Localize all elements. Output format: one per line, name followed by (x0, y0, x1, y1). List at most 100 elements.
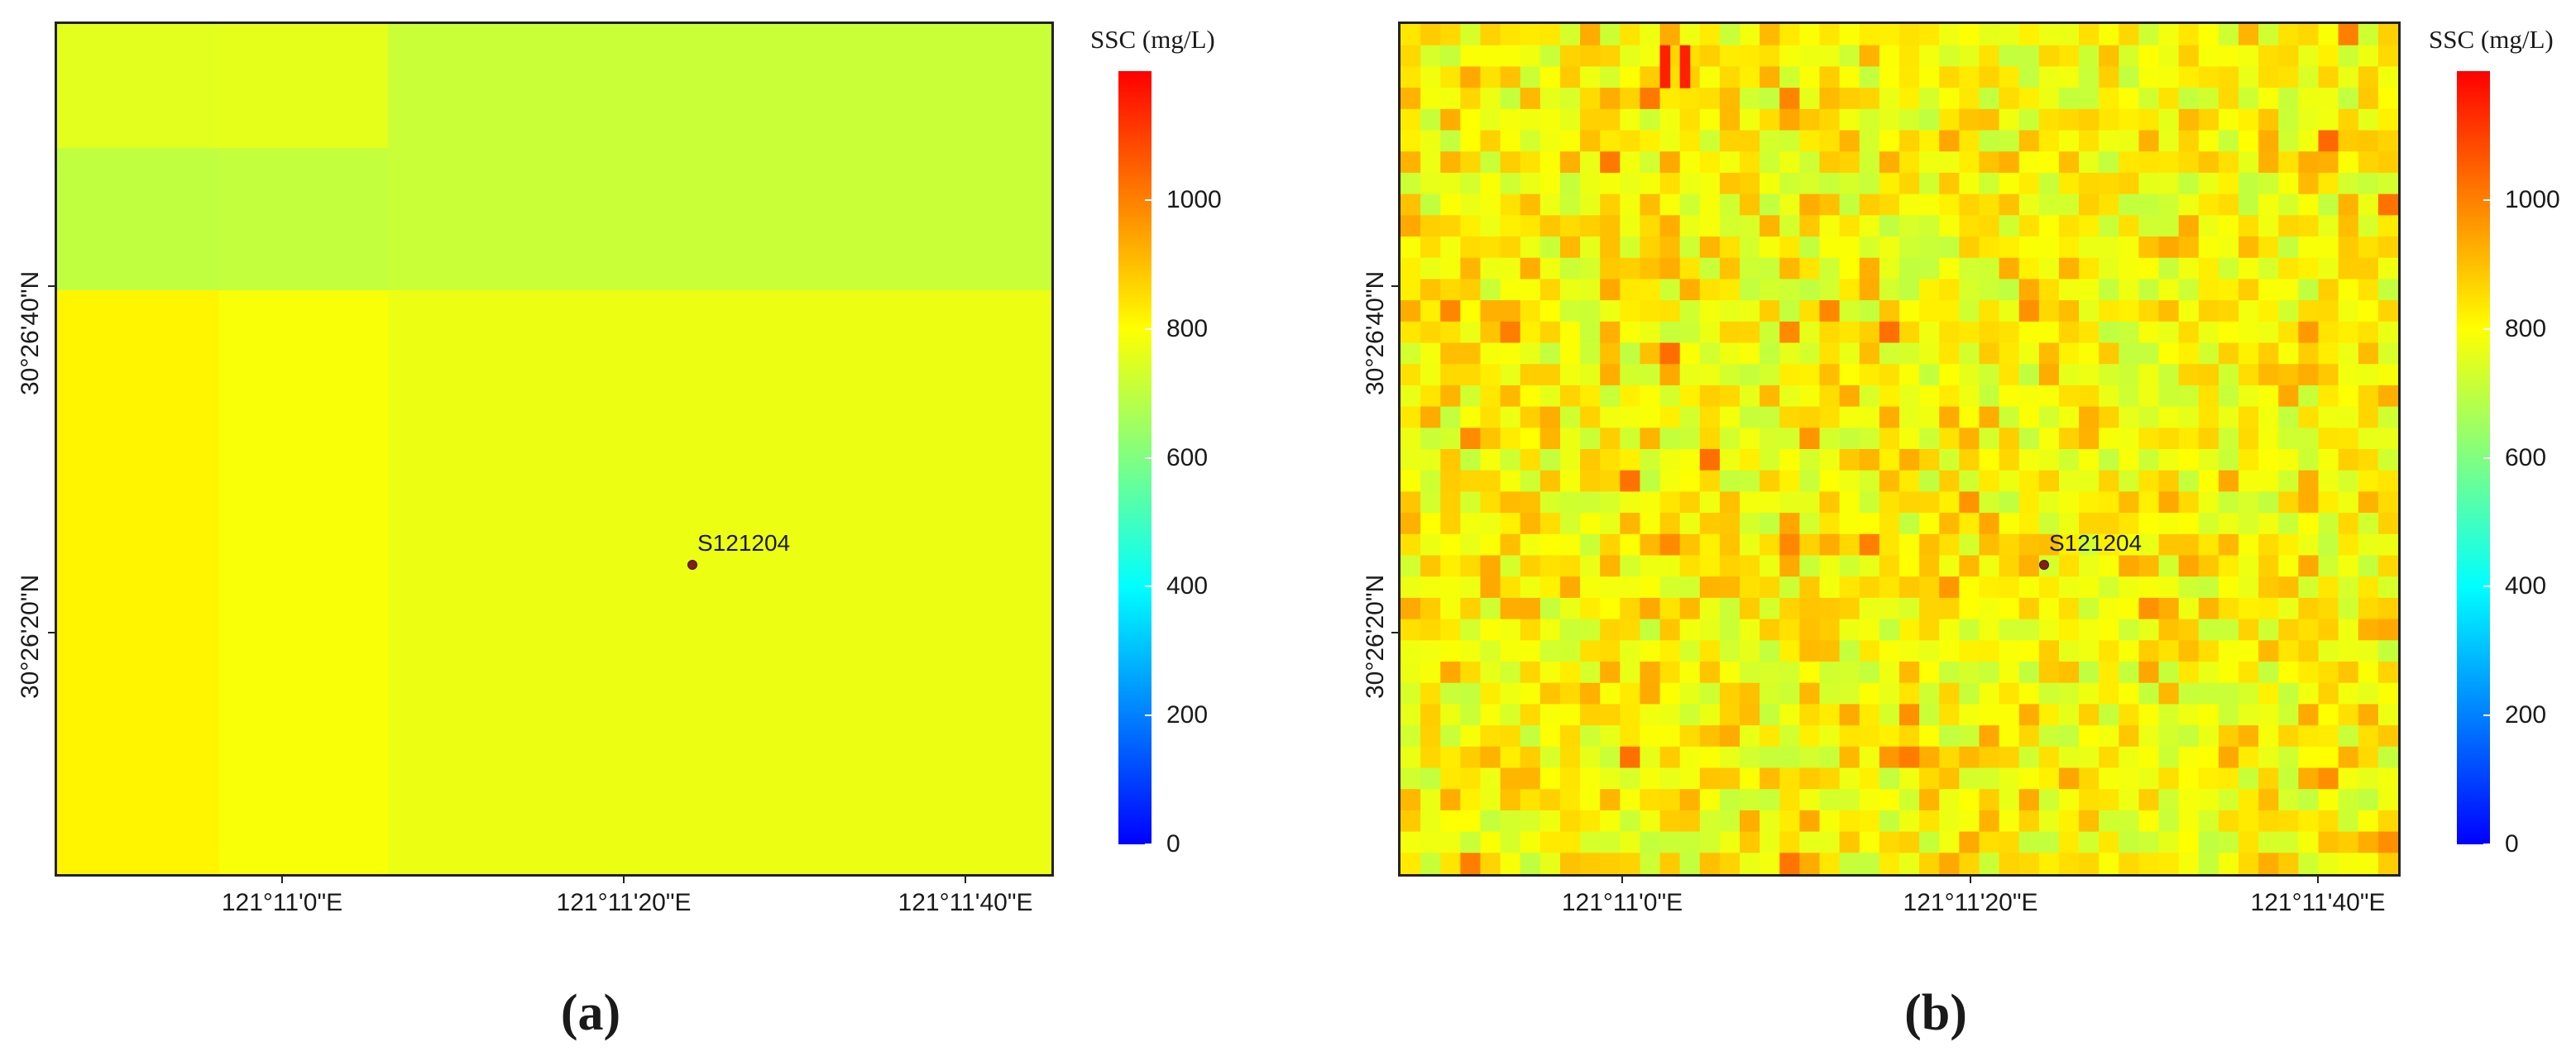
raster-cell-b-13-42 (2238, 300, 2259, 323)
raster-cell-b-35-30 (1999, 767, 2020, 790)
raster-cell-b-36-26 (1919, 789, 1940, 811)
raster-cell-b-30-29 (1979, 662, 2000, 684)
raster-cell-b-13-33 (2058, 300, 2080, 323)
raster-cell-b-20-37 (2138, 449, 2160, 471)
raster-cell-b-39-22 (1839, 853, 1860, 874)
raster-cell-b-3-35 (2099, 88, 2119, 110)
raster-cell-b-17-34 (2079, 385, 2100, 408)
raster-cell-b-27-15 (1699, 597, 1721, 620)
raster-cell-b-25-29 (1979, 555, 2000, 577)
raster-cell-b-24-9 (1580, 533, 1601, 557)
raster-cell-b-12-1 (1420, 279, 1441, 301)
raster-cell-b-26-43 (2258, 576, 2279, 599)
raster-cell-b-24-48 (2358, 533, 2379, 557)
raster-cell-b-16-28 (1959, 364, 1980, 386)
raster-cell-b-5-47 (2338, 130, 2359, 152)
raster-cell-b-16-34 (2079, 364, 2100, 386)
raster-cell-b-25-1 (1420, 555, 1441, 577)
raster-cell-b-23-35 (2099, 513, 2119, 535)
raster-cell-b-2-34 (2079, 66, 2100, 88)
raster-cell-b-35-29 (1979, 767, 2000, 790)
raster-cell-b-20-12 (1640, 449, 1661, 471)
raster-cell-b-21-33 (2058, 470, 2080, 492)
raster-cell-b-36-34 (2079, 789, 2100, 811)
raster-cell-b-25-38 (2158, 555, 2180, 577)
raster-cell-b-27-18 (1760, 597, 1780, 620)
raster-cell-b-25-23 (1859, 555, 1880, 577)
y-tickmark-b-1 (1391, 632, 1398, 633)
raster-cell-b-14-5 (1500, 321, 1521, 344)
raster-cell-b-24-32 (2038, 533, 2060, 557)
raster-cell-b-35-4 (1480, 767, 1501, 790)
raster-cell-b-13-6 (1520, 300, 1541, 323)
raster-cell-b-5-36 (2119, 130, 2140, 152)
raster-cell-b-21-17 (1740, 470, 1760, 492)
raster-cell-b-8-22 (1839, 194, 1860, 216)
raster-cell-b-36-29 (1979, 789, 2000, 811)
raster-cell-b-12-21 (1819, 279, 1841, 301)
raster-cell-b-22-15 (1699, 491, 1721, 514)
raster-cell-b-1-38 (2158, 45, 2180, 67)
raster-cell-b-37-22 (1839, 810, 1860, 833)
raster-cell-b-7-22 (1839, 172, 1860, 195)
raster-cell-b-3-41 (2218, 88, 2239, 110)
raster-cell-b-38-2 (1440, 831, 1461, 853)
raster-cell-b-10-31 (2018, 237, 2040, 259)
raster-cell-b-11-2 (1440, 257, 1461, 280)
raster-cell-b-15-39 (2178, 342, 2200, 365)
raster-cell-b-13-45 (2298, 300, 2320, 323)
raster-cell-b-1-7 (1539, 45, 1561, 67)
raster-cell-b-39-37 (2138, 853, 2160, 874)
raster-cell-b-18-17 (1740, 406, 1760, 428)
raster-cell-b-13-19 (1779, 300, 1800, 323)
raster-cell-b-33-42 (2238, 725, 2259, 748)
raster-cell-b-0-42 (2238, 24, 2259, 46)
raster-cell-b-5-25 (1899, 130, 1920, 152)
raster-cell-b-26-14 (1679, 576, 1701, 599)
raster-cell-b-16-18 (1760, 364, 1780, 386)
raster-cell-b-11-20 (1799, 257, 1821, 280)
raster-cell-b-30-22 (1839, 662, 1860, 684)
raster-cell-b-4-30 (1999, 108, 2020, 131)
raster-cell-b-18-29 (1979, 406, 2000, 428)
raster-cell-b-14-23 (1859, 321, 1880, 344)
raster-cell-b-38-25 (1899, 831, 1920, 853)
raster-cell-b-33-32 (2038, 725, 2060, 748)
raster-cell-b-19-29 (1979, 428, 2000, 450)
raster-cell-b-37-46 (2318, 810, 2339, 833)
raster-cell-b-23-49 (2377, 513, 2398, 535)
raster-cell-b-3-20 (1799, 88, 1821, 110)
raster-cell-b-26-13 (1659, 576, 1681, 599)
raster-cell-b-2-23 (1859, 66, 1880, 88)
raster-cell-b-1-10 (1600, 45, 1621, 67)
raster-cell-b-25-36 (2119, 555, 2140, 577)
raster-cell-b-34-9 (1580, 746, 1601, 769)
raster-cell-b-12-34 (2079, 279, 2100, 301)
raster-cell-b-2-28 (1959, 66, 1980, 88)
raster-cell-b-7-40 (2198, 172, 2219, 195)
raster-cell-b-11-42 (2238, 257, 2259, 280)
raster-cell-b-17-13 (1659, 385, 1681, 408)
raster-cell-b-23-45 (2298, 513, 2320, 535)
raster-cell-b-8-21 (1819, 194, 1841, 216)
raster-cell-b-24-18 (1760, 533, 1780, 557)
raster-cell-b-5-35 (2099, 130, 2119, 152)
raster-cell-b-1-49 (2377, 45, 2398, 67)
raster-cell-b-5-10 (1600, 130, 1621, 152)
raster-cell-b-22-37 (2138, 491, 2160, 514)
raster-cell-b-18-28 (1959, 406, 1980, 428)
raster-cell-b-17-46 (2318, 385, 2339, 408)
raster-cell-a-0-2 (388, 24, 1051, 148)
raster-cell-b-2-18 (1760, 66, 1780, 88)
raster-cell-b-16-14 (1679, 364, 1701, 386)
raster-cell-b-13-46 (2318, 300, 2339, 323)
raster-cell-b-1-42 (2238, 45, 2259, 67)
raster-cell-b-24-17 (1740, 533, 1760, 557)
raster-cell-b-37-31 (2018, 810, 2040, 833)
raster-cell-b-7-3 (1460, 172, 1482, 195)
raster-cell-b-20-33 (2058, 449, 2080, 471)
raster-cell-b-27-37 (2138, 597, 2160, 620)
raster-cell-b-19-5 (1500, 428, 1521, 450)
raster-cell-b-35-7 (1539, 767, 1561, 790)
raster-cell-b-24-35 (2099, 533, 2119, 557)
